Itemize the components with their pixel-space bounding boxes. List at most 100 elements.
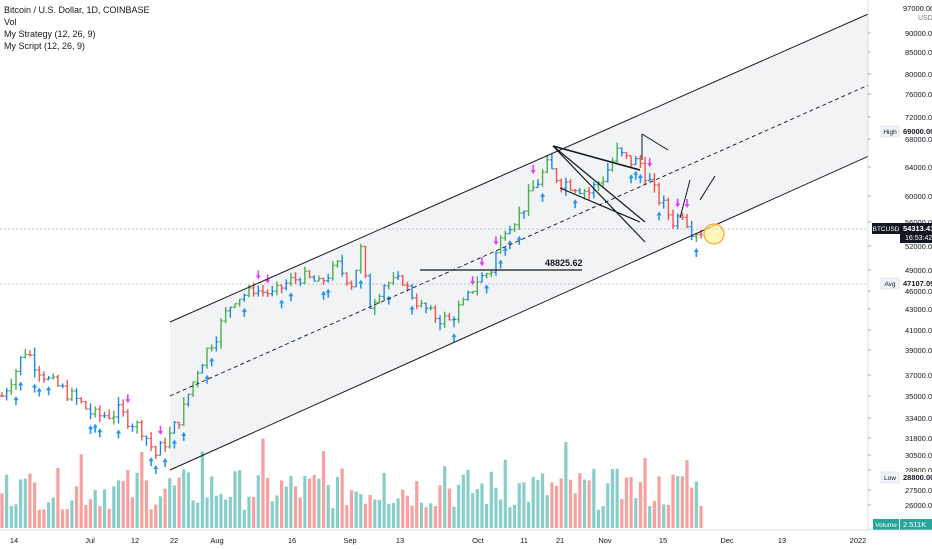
buy-arrow [288,292,294,302]
low-label: Low [884,475,896,482]
volume-bar [354,491,358,528]
volume-bar [391,502,396,528]
vol-indicator-label[interactable]: Vol [4,17,17,27]
buy-arrow [32,383,38,393]
volume-bar [19,479,23,528]
script-indicator-label[interactable]: My Script (12, 26, 9) [4,41,86,51]
volume-bar [606,483,610,528]
buy-arrow [204,374,210,384]
volume-bar [363,503,368,528]
avg-label: Avg [884,281,895,288]
volume-bar [293,486,298,528]
volume-bar [694,481,698,528]
countdown-label: 16:53:42 [905,235,932,242]
volume-bar [620,498,624,528]
buy-arrow [153,465,159,475]
price-tick-label: 39000.00 [905,346,932,355]
flag-line [641,133,669,151]
sell-arrow [684,198,690,208]
time-axis: 14 Jul 12 22 Aug 16 Sep 13 Oct 11 21 Nov 15 Dec 13 2022 [0,529,932,545]
volume-bar [349,490,354,528]
sell-arrow [675,198,681,208]
volume-bar [415,481,419,528]
volume-bar [210,476,214,528]
price-tick-label: 41000.00 [905,326,932,335]
high-label-bg [880,125,900,138]
volume-bar [489,471,493,528]
buy-arrow [325,288,331,298]
volume-bar [107,508,111,528]
buy-arrow [516,235,522,245]
volume-bar [554,485,559,528]
volume-bar [326,485,330,528]
time-tick-label: Dec [720,536,734,545]
currency-label: USD [918,15,932,22]
volume-bar [219,493,223,528]
signal-arrows [13,158,699,475]
volume-bar [60,509,65,528]
volume-bar [601,505,605,528]
level-annotation: 48825.62 [545,258,583,268]
buy-arrow [92,423,98,433]
time-tick-label: 2022 [850,536,867,545]
volume-bar [475,488,479,528]
symbol-title[interactable]: Bitcoin / U.S. Dollar, 1D, COINBASE [4,5,150,15]
sell-arrow [479,257,485,267]
volume-bar [685,460,689,528]
channel-lower-line [169,141,901,471]
sell-arrow [647,158,653,168]
high-value-bg [900,126,932,137]
volume-bar [368,494,372,528]
buy-arrow [540,192,546,202]
flag-line-3 [679,179,691,219]
time-tick-label: Sep [343,536,356,545]
volume-bar [312,474,316,528]
wedge-fan-line [552,145,646,243]
volume-bar [657,476,661,528]
price-tick-label: 31800.00 [905,434,932,443]
volume-bar [9,506,13,528]
buy-arrow [321,290,327,300]
volume-bar [494,487,498,528]
price-tick-label: 76000.00 [905,90,932,99]
volume-bar [345,505,349,528]
volume-bar [340,468,344,528]
buy-arrow [162,457,168,467]
volume-bar [37,509,41,528]
buy-arrow [148,457,154,467]
sell-arrow [493,236,499,246]
volume-bar [158,496,163,528]
time-tick-label: Nov [598,536,612,545]
price-tick-label: 28800.00 [905,466,932,475]
volume-bar [662,504,666,528]
volume-bars [0,438,703,528]
volume-bar [508,507,512,528]
volume-bar [93,490,97,528]
volume-bar [163,488,167,528]
volume-bar [47,502,51,528]
volume-bar [573,493,577,528]
volume-bar [98,506,102,528]
volume-bar [252,496,256,528]
volume-bar [0,493,4,528]
strategy-indicator-label[interactable]: My Strategy (12, 26, 9) [4,29,96,39]
volume-bar [596,509,601,528]
ticker-label: BTCUSD [873,226,900,233]
volume-bar [303,475,307,528]
volume-bar [144,480,149,528]
volume-bar [568,479,573,528]
buy-arrow [88,425,94,435]
flag-line-4 [699,175,716,201]
time-tick-label: 14 [10,536,18,545]
volume-bar [5,474,9,528]
time-tick-label: Aug [210,536,223,545]
avg-value: 47107.09 [903,279,932,288]
highlight-circle [703,223,725,245]
wedge-upper-line [552,145,641,171]
price-tick-label: 68000.00 [905,135,932,144]
buy-arrow [279,299,285,309]
volume-bar [335,476,340,528]
volume-bar [536,480,540,528]
volume-label-bg [873,519,899,530]
